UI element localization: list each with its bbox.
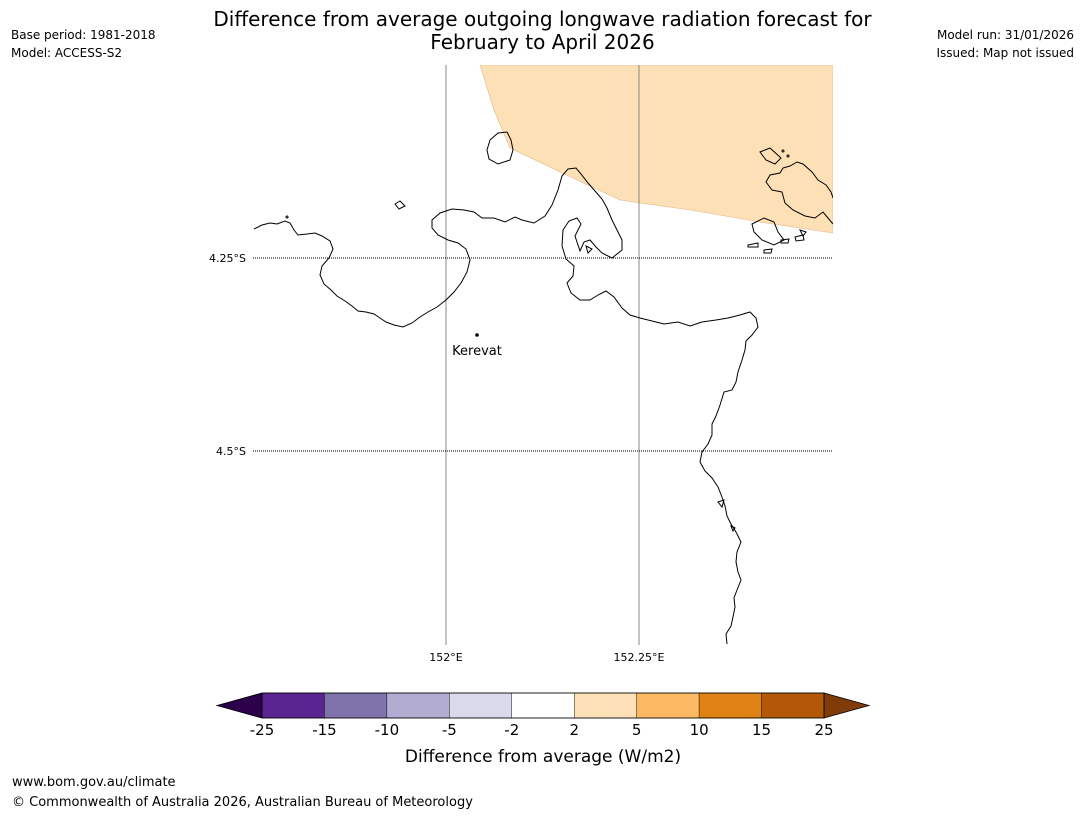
colorbar-label: Difference from average (W/m2) [405,747,681,767]
footer-copyright: © Commonwealth of Australia 2026, Austra… [12,795,473,810]
colorbar-outline [261,692,825,719]
coastline [253,131,833,645]
colorbar-overflow-arrow [823,692,871,719]
colorbar-bin [574,692,637,719]
graticule [253,65,833,645]
colorbar-bin [261,692,325,719]
islet-7 [794,234,805,242]
lon-label-152-25e: 152.25°E [614,651,665,664]
islet-4 [747,242,759,248]
title-line-2: February to April 2026 [430,30,655,54]
coastline-northeast [765,161,833,225]
base-period: Base period: 1981-2018 [11,28,156,42]
colorbar-tick-label: -5 [442,721,457,739]
colorbar-tick-label: 10 [690,721,709,739]
model-run: Model run: 31/01/2026 [936,28,1074,42]
islet-1 [394,200,406,210]
islet-8 [799,229,807,237]
colorbar-bin [449,692,512,719]
title-line-1: Difference from average outgoing longwav… [213,7,872,31]
colorbar-tick-label: 5 [632,721,642,739]
colorbar-bin [386,692,450,719]
lat-label-4-5s: 4.5°S [216,445,246,458]
footer-url[interactable]: www.bom.gov.au/climate [12,775,176,790]
place-marker: Kerevat [452,333,502,359]
islet-6 [780,238,790,244]
islet-11 [730,524,736,533]
coastline-main [253,167,759,645]
colorbar-bins [261,692,825,719]
colorbar-tick-label: 25 [814,721,833,739]
model-name: Model: ACCESS-S2 [11,46,123,60]
anomaly-region [479,65,833,234]
islet-12 [285,215,289,219]
axis-labels: 4.25°S 4.5°S 152°E 152.25°E [209,252,664,664]
place-label: Kerevat [452,344,502,359]
colorbar-tick-label: -25 [250,721,275,739]
page-title: Difference from average outgoing longwav… [0,8,1085,54]
lon-label-152e: 152°E [429,651,462,664]
islet-13 [781,149,785,153]
colorbar-bin [761,692,825,719]
colorbar-bin [324,692,388,719]
colorbar-tick-label: -2 [504,721,519,739]
issued-status: Issued: Map not issued [936,46,1074,60]
colorbar-ticks: -25 -15 -10 -5 -2 2 5 10 15 25 [250,721,834,739]
colorbar-bin [511,692,575,719]
colorbar-bin [636,692,700,719]
meta-left: Base period: 1981-2018 Model: ACCESS-S2 [11,26,156,62]
islet-10 [717,499,725,509]
colorbar-tick-label: 15 [752,721,771,739]
colorbar: -25 -15 -10 -5 -2 2 5 10 15 25 Difference from av… [215,692,871,767]
meta-right: Model run: 31/01/2026 Issued: Map not is… [936,26,1074,62]
anomaly-shading [479,65,833,234]
colorbar-bin [698,692,762,719]
islet-9 [585,245,593,254]
islet-2 [759,147,782,165]
colorbar-tick-label: -10 [375,721,400,739]
colorbar-tick-label: 2 [569,721,579,739]
islet-5 [763,248,773,254]
colorbar-tick-label: -15 [312,721,337,739]
location-dot-icon [475,333,479,337]
lat-label-4-25s: 4.25°S [209,252,246,265]
islet-14 [786,154,790,158]
colorbar-underflow-arrow [215,692,263,719]
island-north [486,131,514,165]
